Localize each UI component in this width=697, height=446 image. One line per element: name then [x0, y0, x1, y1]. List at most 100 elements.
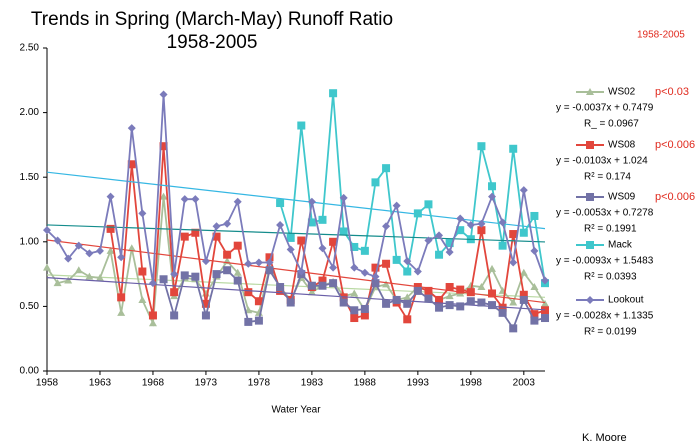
- marker: [498, 308, 507, 317]
- marker: [509, 324, 518, 333]
- trend-equation: y = -0.0103x + 1.024: [556, 156, 648, 167]
- marker: [127, 244, 136, 252]
- marker: [339, 227, 348, 236]
- marker: [435, 295, 444, 304]
- marker: [488, 301, 497, 310]
- trend-equation: y = -0.0053x + 0.7278: [556, 208, 654, 219]
- x-tick-label: 1978: [248, 378, 271, 389]
- marker: [223, 266, 232, 275]
- marker: [106, 224, 115, 233]
- marker: [339, 193, 348, 202]
- marker: [477, 142, 486, 151]
- marker: [244, 317, 253, 326]
- marker: [265, 258, 274, 267]
- chart-subtitle: 1958-2005: [167, 32, 258, 53]
- marker: [329, 237, 338, 246]
- marker: [466, 288, 475, 297]
- marker: [254, 258, 263, 267]
- marker: [360, 311, 369, 320]
- marker: [159, 142, 168, 151]
- marker: [586, 88, 594, 95]
- marker: [424, 200, 433, 209]
- marker: [74, 241, 83, 250]
- legend-label: Mack: [608, 240, 633, 251]
- marker: [148, 279, 157, 288]
- y-tick-label: 1.00: [20, 236, 40, 247]
- marker: [191, 228, 200, 237]
- marker: [477, 283, 486, 291]
- marker: [360, 246, 369, 255]
- marker: [180, 232, 189, 241]
- marker: [435, 231, 444, 240]
- marker: [95, 246, 104, 255]
- marker: [350, 263, 359, 272]
- marker: [297, 267, 306, 276]
- legend-label: WS08: [608, 140, 636, 151]
- r-squared: R² = 0.0393: [584, 272, 637, 283]
- y-tick-label: 0.50: [20, 301, 40, 312]
- marker: [477, 226, 486, 235]
- marker: [265, 253, 274, 262]
- marker: [138, 295, 147, 303]
- marker: [413, 286, 422, 295]
- marker: [382, 164, 391, 173]
- marker: [191, 272, 200, 281]
- marker: [201, 257, 210, 266]
- marker: [180, 195, 189, 204]
- marker: [307, 218, 316, 227]
- marker: [466, 281, 475, 289]
- marker: [297, 236, 306, 245]
- marker: [212, 270, 221, 279]
- marker: [519, 295, 528, 304]
- marker: [254, 316, 263, 325]
- marker: [392, 201, 401, 210]
- marker: [53, 279, 62, 287]
- x-tick-label: 2003: [513, 378, 536, 389]
- marker: [530, 211, 539, 220]
- marker: [350, 306, 359, 315]
- marker: [95, 273, 104, 281]
- marker: [329, 279, 338, 288]
- marker: [191, 195, 200, 204]
- p-label: p<0.006: [655, 139, 695, 151]
- x-tick-label: 1998: [460, 378, 483, 389]
- marker: [233, 241, 242, 250]
- marker: [488, 289, 497, 298]
- marker: [403, 299, 412, 308]
- marker: [223, 219, 232, 228]
- marker: [329, 89, 338, 98]
- marker: [170, 270, 179, 279]
- marker: [286, 245, 295, 254]
- marker: [276, 283, 285, 292]
- marker: [244, 288, 253, 297]
- marker: [148, 311, 157, 320]
- y-tick-label: 0.00: [20, 366, 40, 377]
- marker: [424, 286, 433, 295]
- marker: [148, 319, 157, 327]
- marker: [445, 248, 454, 257]
- r-squared: R² = 0.1991: [584, 224, 637, 235]
- marker: [382, 222, 391, 231]
- y-tick-label: 1.50: [20, 172, 40, 183]
- trend-equation: y = -0.0093x + 1.5483: [556, 256, 654, 267]
- legend-label: Lookout: [608, 295, 644, 306]
- x-tick-label: 1988: [354, 378, 377, 389]
- marker: [488, 264, 497, 272]
- marker: [530, 310, 539, 319]
- marker: [64, 254, 73, 263]
- marker: [456, 214, 465, 223]
- marker: [223, 250, 232, 259]
- marker: [159, 192, 168, 200]
- marker: [201, 299, 210, 308]
- marker: [413, 267, 422, 276]
- marker: [201, 311, 210, 320]
- marker: [382, 280, 391, 288]
- p-label: p<0.006: [655, 191, 695, 203]
- marker: [382, 299, 391, 308]
- marker: [466, 297, 475, 306]
- marker: [541, 306, 549, 315]
- marker: [403, 315, 412, 324]
- marker: [244, 259, 253, 268]
- marker: [403, 267, 412, 276]
- marker: [509, 298, 518, 306]
